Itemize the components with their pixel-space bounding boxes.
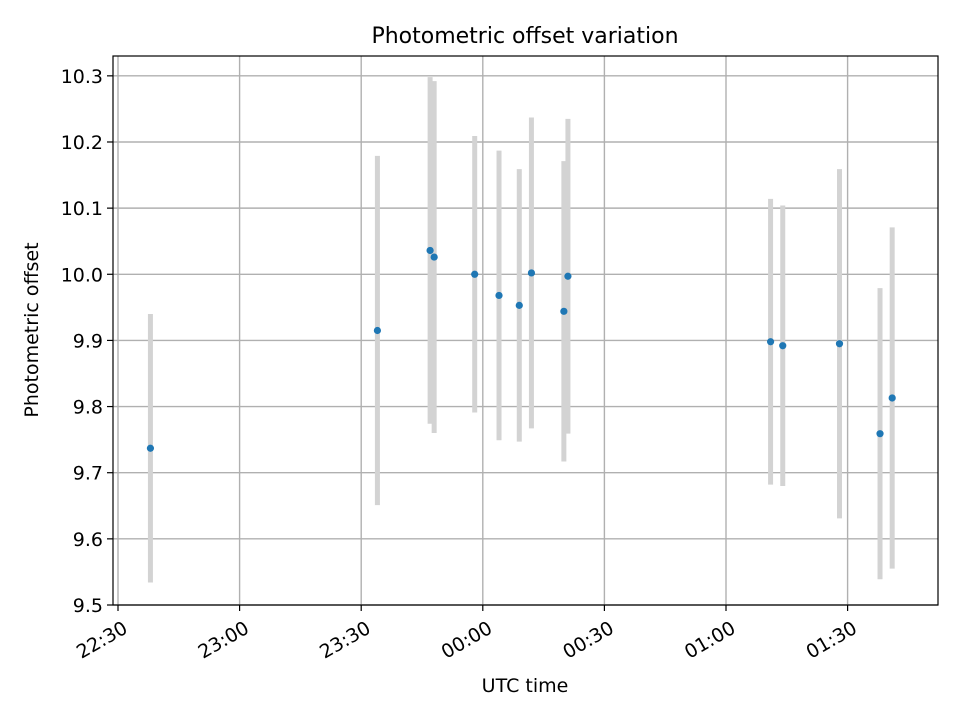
data-point — [527, 269, 536, 277]
y-tick-label: 9.7 — [73, 463, 103, 485]
y-tick-label: 9.5 — [73, 595, 103, 617]
y-axis-label: Photometric offset — [21, 242, 43, 417]
data-point — [564, 272, 572, 280]
data-point — [373, 326, 382, 335]
y-tick-label: 10.3 — [61, 66, 103, 88]
y-tick-label: 10.1 — [61, 198, 103, 220]
data-point — [426, 246, 434, 255]
y-tick-label: 10.0 — [61, 264, 103, 286]
x-axis-label: UTC time — [482, 675, 569, 697]
y-tick-label: 9.9 — [73, 330, 103, 352]
data-point — [888, 394, 896, 402]
data-point — [560, 307, 568, 315]
y-tick-label: 9.8 — [73, 397, 103, 419]
y-tick-label: 9.6 — [73, 529, 103, 551]
data-point — [766, 338, 775, 346]
plot-frame — [112, 55, 939, 606]
y-axis-ticks: 9.5 9.6 9.7 9.8 9.9 10.0 10.1 10.2 10.3 — [61, 66, 113, 617]
data-point — [146, 444, 155, 452]
data-point — [430, 253, 438, 261]
chart-title: Photometric offset variation — [371, 24, 678, 49]
y-tick-label: 10.2 — [61, 132, 103, 154]
data-points — [146, 246, 896, 452]
data-point — [835, 340, 844, 348]
data-point — [876, 430, 884, 438]
data-point — [471, 270, 479, 278]
data-point — [495, 291, 503, 300]
grid — [113, 56, 938, 606]
data-point — [779, 342, 787, 350]
data-point — [515, 301, 523, 309]
